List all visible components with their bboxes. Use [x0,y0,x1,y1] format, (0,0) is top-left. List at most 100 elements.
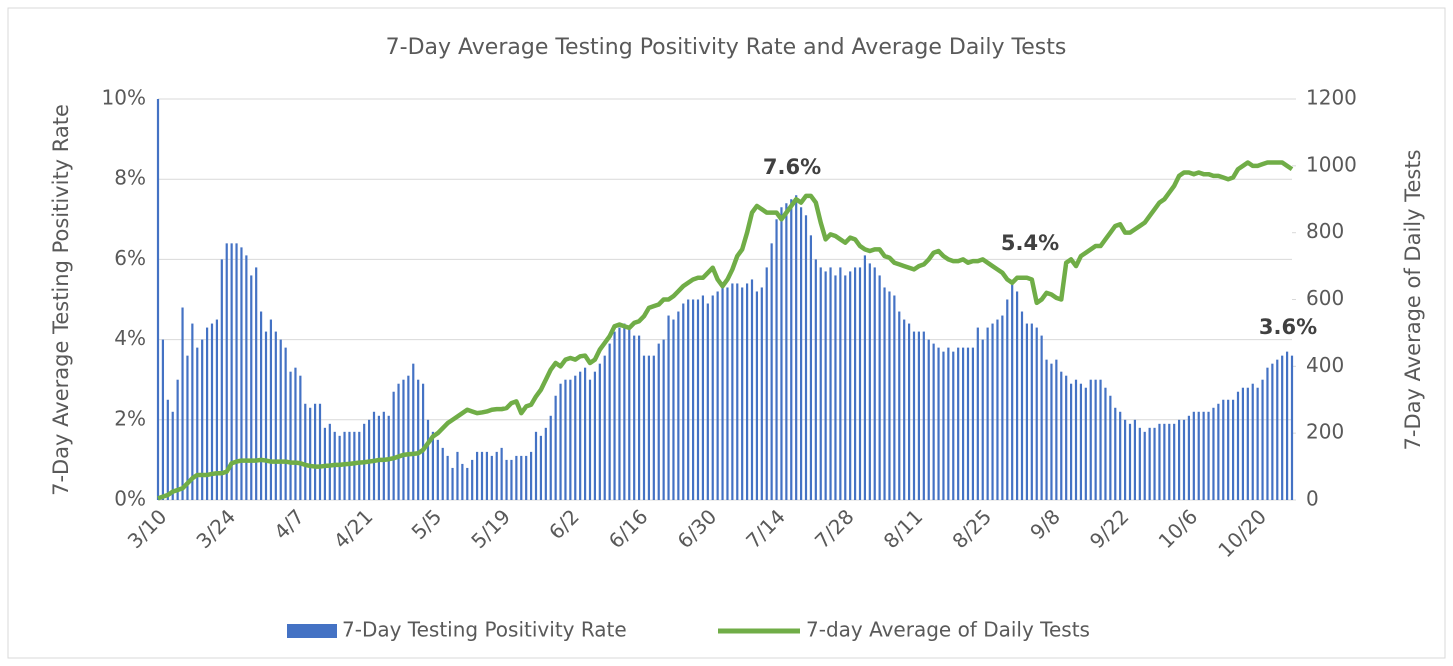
bar [421,383,425,500]
bar [1128,423,1132,500]
bar [922,331,925,500]
bar [760,287,763,500]
bar [1050,363,1053,500]
bar [893,295,896,500]
bar [642,355,646,500]
bar [883,287,886,500]
bar [873,267,876,500]
bar [1143,431,1146,500]
bar [858,267,862,500]
bar [583,367,587,500]
bar [932,343,935,500]
bar [220,259,223,500]
bar [618,327,621,500]
bar [1217,403,1220,500]
bar [1001,315,1004,500]
bar [441,447,444,500]
bar [677,311,680,500]
bar [1104,387,1107,500]
bar [181,307,184,500]
bar [431,431,435,500]
bar [814,259,817,500]
bar [917,331,921,500]
bar [210,323,214,500]
bar [647,355,651,500]
bar [1030,323,1033,500]
bar [466,467,469,500]
y2-tick-label: 600 [1306,286,1344,310]
bar [274,331,277,500]
bar [1079,383,1083,500]
bar [574,375,577,500]
bar [1261,379,1264,500]
bar [966,347,970,500]
bar [461,463,464,500]
y2-tick-label: 1200 [1306,86,1357,110]
bar [598,363,601,500]
bar [201,339,204,500]
bar [215,319,219,500]
bar [947,347,950,500]
bar [795,195,798,501]
bar [358,431,361,500]
bar [1153,427,1156,500]
bar [1119,411,1122,500]
y2-tick-label: 400 [1306,353,1344,377]
bar [971,347,975,500]
bar [706,303,709,500]
bar [245,255,248,500]
bar [313,403,317,500]
bar [205,327,209,500]
bar [844,275,847,500]
bar [1065,375,1068,500]
bar [799,207,803,500]
bar [166,399,169,500]
bar [937,347,940,500]
bar [1207,411,1210,500]
bar [284,347,287,500]
bar [1290,355,1294,500]
bar [569,379,572,500]
bar [171,411,174,500]
bar [156,99,160,500]
bar [446,455,449,500]
line [157,160,1294,501]
bar [186,355,189,500]
bar [328,423,331,500]
bar [490,455,493,500]
bar [353,431,356,500]
bar [652,355,655,500]
bar [1231,399,1235,500]
bar [529,451,533,500]
bar [711,295,714,500]
bar [1094,379,1097,500]
bar [1227,399,1230,500]
y2-tick-label: 0 [1306,487,1319,511]
bar [1069,383,1073,500]
bar [1285,351,1289,500]
bar [426,419,430,500]
bar [755,291,759,500]
bar [1251,383,1254,500]
bar [191,323,194,500]
bar [1006,299,1009,500]
bar [1163,423,1166,500]
bar [1266,367,1269,500]
legend-label: 7-Day Testing Positivity Rate [342,618,627,642]
bar [1212,407,1215,500]
bar [868,263,871,500]
bar [225,243,228,501]
bar [721,287,724,500]
bar [593,371,597,500]
annotation: 3.6% [1259,315,1317,339]
bar [907,323,911,500]
bar [1020,311,1024,500]
y-tick-label: 0% [114,487,146,511]
bar [819,267,822,500]
y2-tick-label: 1000 [1306,152,1357,176]
bar [1222,399,1225,500]
legend-label: 7-day Average of Daily Tests [806,618,1090,642]
chart-title: 7-Day Average Testing Positivity Rate an… [386,35,1067,60]
bar [849,271,852,500]
